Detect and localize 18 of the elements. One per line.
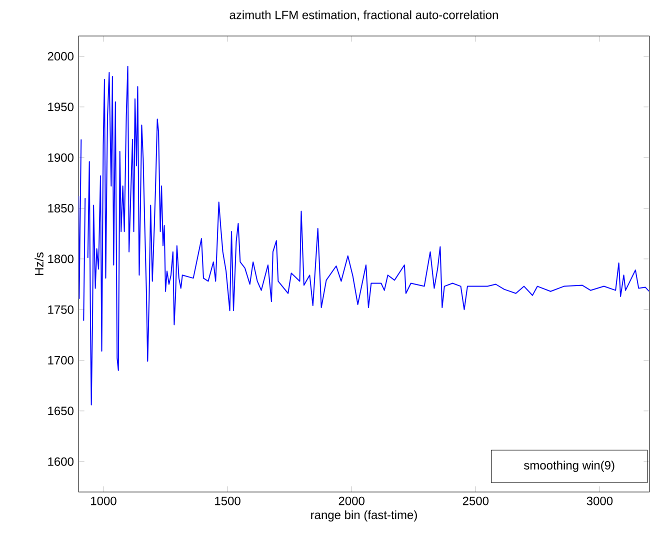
x-tick-label: 1500: [215, 496, 240, 506]
y-tick-label: 1950: [48, 102, 74, 112]
x-axis-title: range bin (fast-time): [311, 510, 417, 522]
y-tick-label: 2000: [48, 52, 74, 61]
y-tick-label: 1700: [48, 356, 74, 365]
y-tick-label: 1650: [48, 406, 74, 416]
annotation: smoothing win(9): [524, 460, 614, 472]
x-tick-label: 2500: [462, 496, 489, 506]
y-axis-title: Hz/s: [34, 252, 44, 276]
y-tick-label: 1900: [48, 153, 74, 162]
y-tick-label: 1750: [48, 305, 74, 314]
x-tick-label: 3000: [586, 496, 613, 506]
x-tick-label: 1000: [91, 496, 116, 506]
x-tick-label: 2000: [338, 496, 364, 506]
y-tick-label: 1600: [48, 457, 74, 466]
y-tick-label: 1850: [48, 204, 74, 213]
y-tick-label: 1800: [48, 254, 74, 264]
chart-title: azimuth LFM estimation, fractional auto-correlation: [230, 10, 498, 21]
